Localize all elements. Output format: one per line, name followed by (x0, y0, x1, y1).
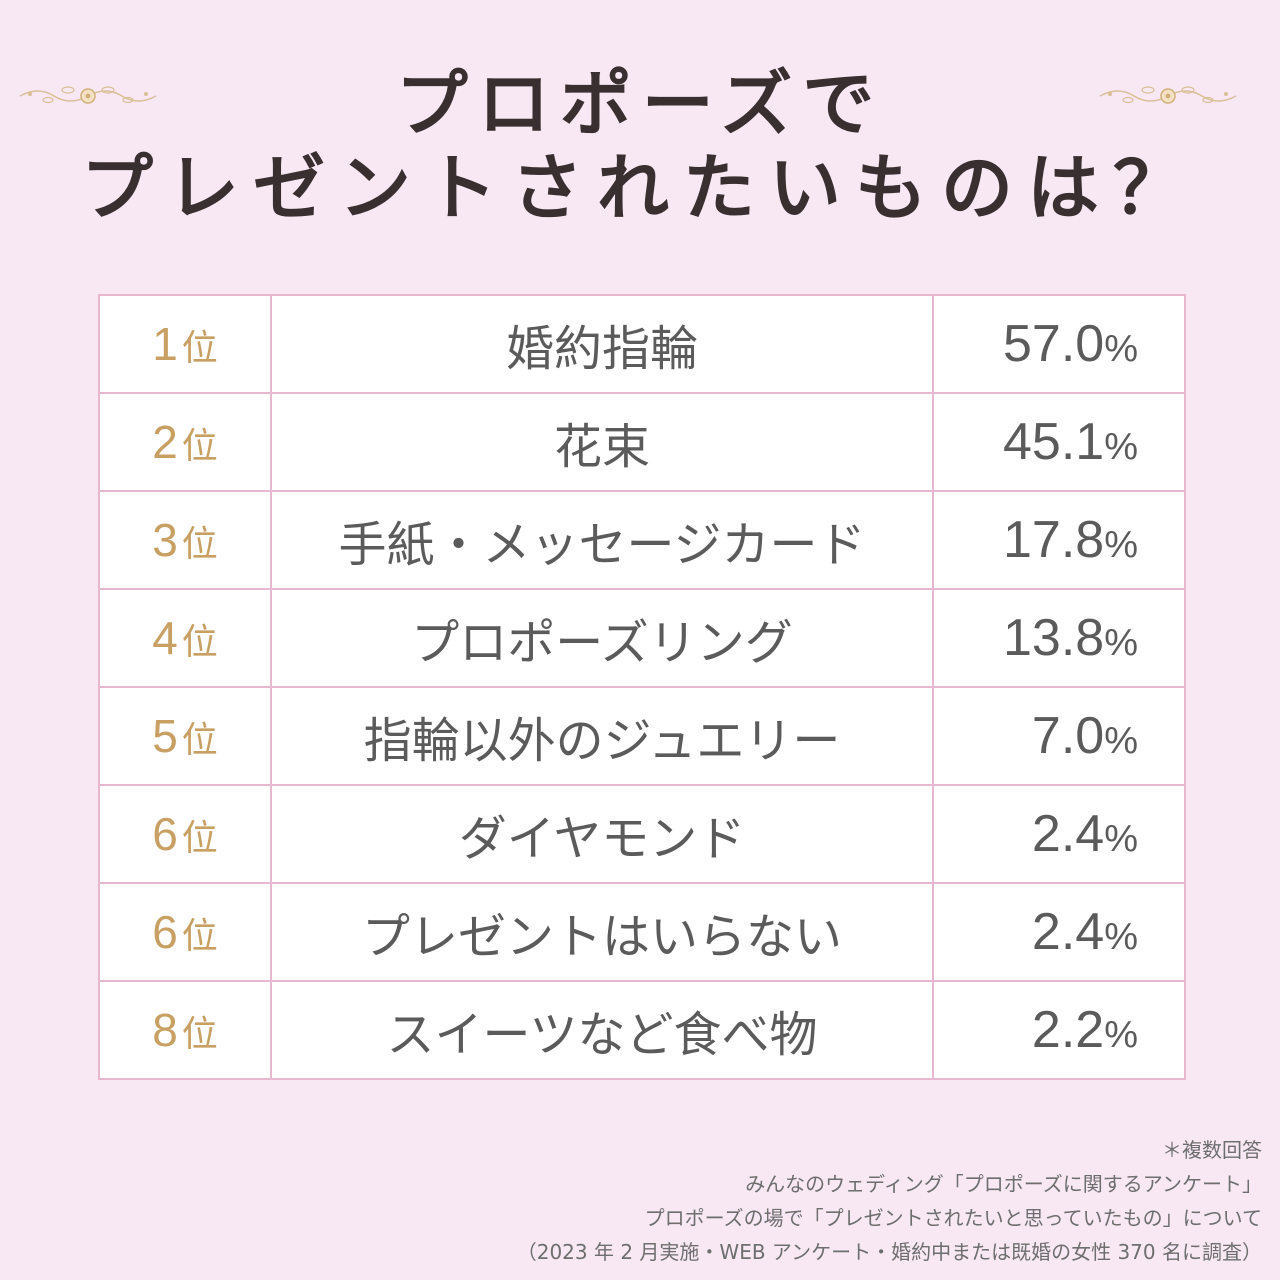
percentage-cell: 2.4% (932, 784, 1186, 884)
rank-number: 1 (152, 318, 178, 370)
percent-sign: % (1104, 1014, 1138, 1056)
percentage-value: 7.0 (1031, 707, 1105, 765)
survey-note: （2023 年 2 月実施・WEB アンケート・婚約中または既婚の女性 370 … (516, 1240, 1262, 1264)
percent-sign: % (1104, 622, 1138, 664)
percent-sign: % (1104, 818, 1138, 860)
ranking-table: 1 位婚約指輪 57.0% 2 位花束 45.1% 3 位手紙・メッセージカード 17.8% 4 位… (98, 294, 1186, 1080)
item-label: 指輪以外のジュエリー (270, 686, 934, 786)
table-row: 6 位プレゼントはいらない 2.4% (98, 882, 1186, 982)
source-note: みんなのウェディング「プロポーズに関するアンケート」 (745, 1172, 1262, 1196)
table-row: 5 位指輪以外のジュエリー 7.0% (98, 686, 1186, 786)
percent-sign: % (1104, 916, 1138, 958)
percentage-value: 57.0 (1002, 315, 1105, 373)
percentage-value: 2.2 (1031, 1001, 1105, 1059)
percent-sign: % (1104, 524, 1138, 566)
rank-suffix: 位 (181, 328, 218, 369)
page-title-line2: プレゼントされたいものは？ (80, 146, 1199, 230)
page-title-line1: プロポーズで (395, 62, 885, 146)
table-row: 2 位花束 45.1% (98, 392, 1186, 492)
percentage-cell: 57.0% (932, 294, 1186, 394)
percentage-cell: 13.8% (932, 588, 1186, 688)
rank-number: 5 (152, 710, 178, 762)
rank-number: 3 (152, 514, 178, 566)
table-row: 3 位手紙・メッセージカード 17.8% (98, 490, 1186, 590)
rank-suffix: 位 (181, 426, 218, 467)
percentage-cell: 45.1% (932, 392, 1186, 492)
percent-sign: % (1104, 426, 1138, 468)
percentage-value: 2.4 (1031, 805, 1105, 863)
rank-number: 6 (152, 906, 178, 958)
rank-suffix: 位 (181, 916, 218, 957)
rank-suffix: 位 (181, 1014, 218, 1055)
floral-ornament-icon (19, 86, 157, 104)
rank-suffix: 位 (181, 720, 218, 761)
percentage-cell: 17.8% (932, 490, 1186, 590)
table-row: 4 位プロポーズリング 13.8% (98, 588, 1186, 688)
percentage-cell: 2.4% (932, 882, 1186, 982)
item-label: プロポーズリング (270, 588, 934, 688)
table-row: 6 位ダイヤモンド 2.4% (98, 784, 1186, 884)
percent-sign: % (1104, 328, 1138, 370)
item-label: プレゼントはいらない (270, 882, 934, 982)
percentage-cell: 2.2% (932, 980, 1186, 1080)
rank-number: 6 (152, 808, 178, 860)
percent-sign: % (1104, 720, 1138, 762)
table-row: 1 位婚約指輪 57.0% (98, 294, 1186, 394)
rank-suffix: 位 (181, 818, 218, 859)
item-label: ダイヤモンド (270, 784, 934, 884)
rank-number: 8 (152, 1004, 178, 1056)
percentage-cell: 7.0% (932, 686, 1186, 786)
percentage-value: 13.8 (1002, 609, 1105, 667)
rank-suffix: 位 (181, 524, 218, 565)
item-label: スイーツなど食べ物 (270, 980, 934, 1080)
percentage-value: 2.4 (1031, 903, 1105, 961)
item-label: 手紙・メッセージカード (270, 490, 934, 590)
item-label: 花束 (270, 392, 934, 492)
rank-suffix: 位 (181, 622, 218, 663)
rank-number: 2 (152, 416, 178, 468)
floral-ornament-icon (1099, 86, 1237, 104)
item-label: 婚約指輪 (270, 294, 934, 394)
rank-number: 4 (152, 612, 178, 664)
multiple-answer-note: ＊複数回答 (1162, 1138, 1262, 1162)
table-row: 8 位スイーツなど食べ物 2.2% (98, 980, 1186, 1080)
percentage-value: 45.1 (1002, 413, 1105, 471)
question-note: プロポーズの場で「プレゼントされたいと思っていたもの」について (644, 1206, 1262, 1230)
percentage-value: 17.8 (1002, 511, 1105, 569)
